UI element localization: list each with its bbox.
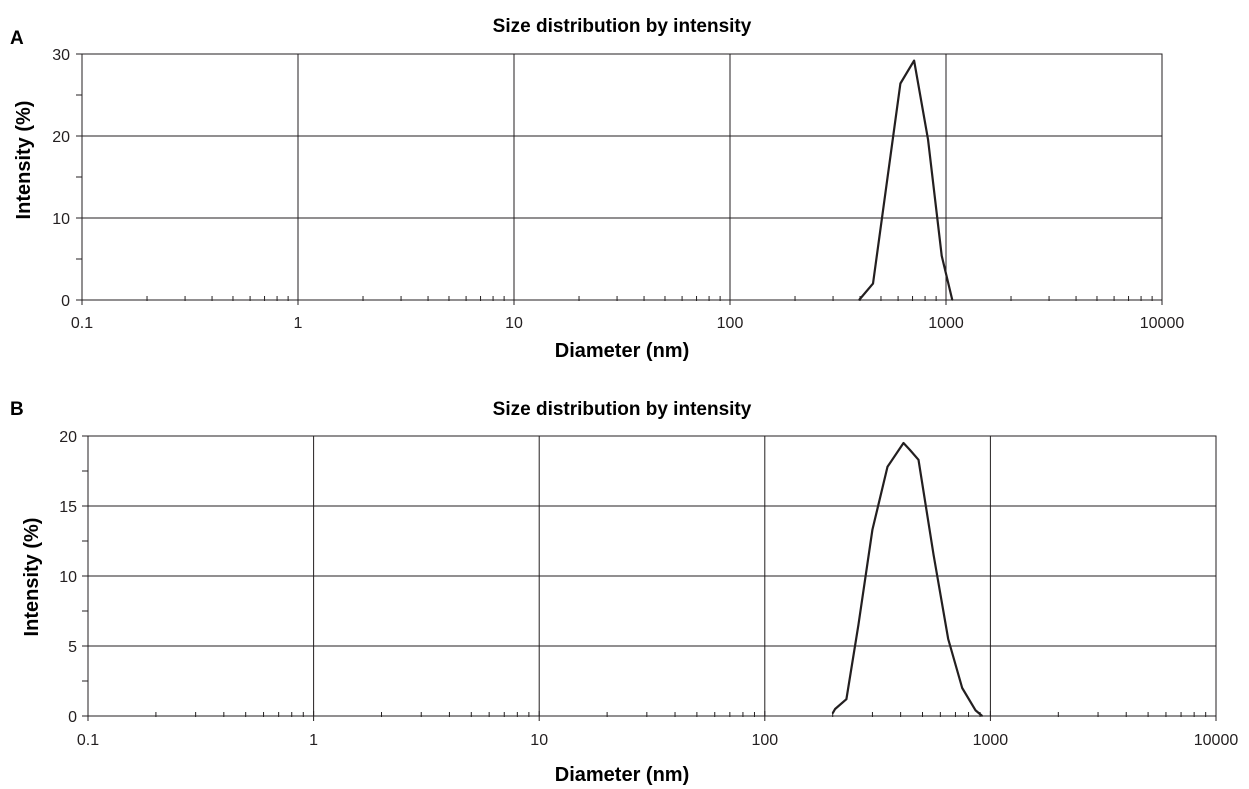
panel-b: B Size distribution by intensity Intensi… (10, 399, 1238, 786)
panel-a-x-tick-label: 10000 (1140, 315, 1185, 332)
panel-a-y-tick-label: 10 (52, 211, 70, 228)
panel-b-x-tick-label: 100 (751, 732, 778, 749)
panel-a-x-tick-label: 1000 (928, 315, 964, 332)
panel-b-y-tick-label: 5 (68, 639, 77, 656)
panel-b-data-point (886, 466, 889, 468)
panel-b-data-point (834, 708, 836, 710)
panel-a-title: Size distribution by intensity (493, 16, 752, 37)
panel-b-x-axis-title: Diameter (nm) (555, 764, 689, 786)
panel-b-data-point (871, 529, 874, 531)
panel-a-intensity-line (858, 59, 954, 301)
panel-b-x-tick-label: 1 (309, 732, 318, 749)
panel-b-data-point (909, 449, 911, 451)
panel-a-x-tick-label: 0.1 (71, 315, 93, 332)
panel-b-intensity-line (831, 441, 983, 717)
panel-b-data-point (831, 712, 834, 714)
panel-a-y-axis-title: Intensity (%) (13, 101, 35, 220)
panel-a-data-point (858, 299, 860, 301)
panel-a-y-tick-label: 30 (52, 47, 70, 64)
panel-a-data-point (872, 282, 874, 285)
panel-b-data-point (932, 554, 935, 556)
panel-a-data-point (940, 254, 943, 257)
panel-a-x-tick-label: 10 (505, 315, 523, 332)
panel-b-data-point (902, 442, 905, 444)
panel-a-y-tick-label: 0 (61, 293, 70, 310)
panel-a-data-point (951, 299, 954, 301)
panel-b-data-point (845, 698, 848, 700)
panel-b-y-tick-label: 0 (68, 709, 77, 726)
panel-a-gridlines (82, 54, 1162, 300)
panel-a-y-tick-label: 20 (52, 129, 70, 146)
panel-b-y-tick-labels: 0 5 10 15 20 (59, 429, 77, 726)
panel-b-ticks (82, 435, 1217, 721)
panel-b-y-tick-label: 15 (59, 499, 77, 516)
panel-a-series (858, 59, 954, 301)
panel-b-title: Size distribution by intensity (493, 399, 752, 420)
panel-b-data-point (857, 624, 860, 626)
panel-b-letter: B (10, 399, 24, 420)
panel-b-x-tick-label: 0.1 (77, 732, 99, 749)
panel-b-x-tick-label: 10 (530, 732, 548, 749)
panel-a-ticks (76, 53, 1163, 305)
panel-b-data-point (947, 638, 949, 640)
panel-a-data-point (913, 59, 915, 62)
panel-b-x-tick-label: 1000 (973, 732, 1009, 749)
panel-a-data-point (927, 138, 929, 141)
panel-a-x-axis-title: Diameter (nm) (555, 340, 689, 362)
panel-a-x-tick-labels: 0.1 1 10 100 1000 10000 (71, 315, 1184, 332)
panel-a-data-point (899, 82, 902, 85)
panel-b-series (831, 441, 983, 717)
panel-b-gridlines (88, 436, 1216, 716)
panel-b-y-tick-label: 20 (59, 429, 77, 446)
panel-b-data-point (981, 715, 983, 717)
panel-a-x-tick-label: 100 (717, 315, 744, 332)
panel-a-plot-area (81, 53, 1163, 301)
panel-b-y-axis-title: Intensity (%) (21, 518, 43, 637)
panel-b-data-point (917, 459, 920, 461)
panel-a-y-tick-labels: 0 10 20 30 (52, 47, 70, 310)
panel-a-letter: A (10, 28, 24, 49)
panel-b-data-point (961, 687, 963, 689)
panel-b-x-tick-labels: 0.1 1 10 100 1000 10000 (77, 732, 1238, 749)
panel-a-x-tick-label: 1 (294, 315, 303, 332)
panel-b-y-tick-label: 10 (59, 569, 77, 586)
panel-b-data-point (974, 709, 977, 712)
panel-a: A Size distribution by intensity Intensi… (10, 16, 1184, 362)
panel-b-x-tick-label: 10000 (1194, 732, 1239, 749)
